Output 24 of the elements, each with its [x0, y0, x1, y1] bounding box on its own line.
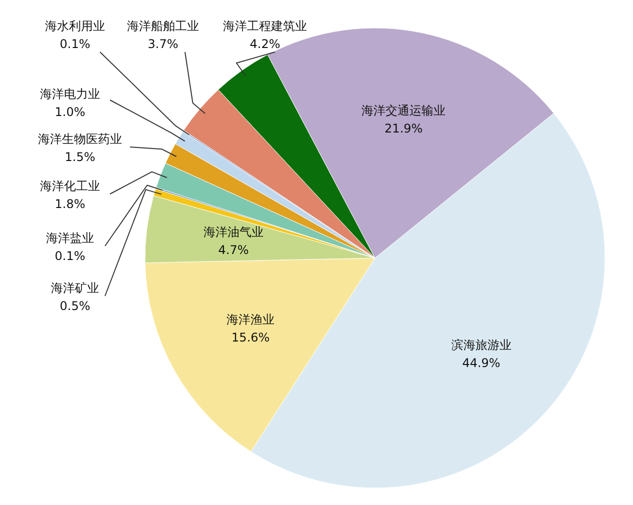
slice-label: 海洋电力业	[40, 87, 100, 101]
data-label: 4.7%	[218, 242, 249, 257]
slice-label: 海洋交通运输业	[362, 103, 446, 118]
data-label: 0.5%	[60, 299, 90, 313]
slice-label: 海洋渔业	[226, 312, 275, 327]
data-label: 21.9%	[384, 121, 423, 136]
slice-label: 海洋油气业	[204, 224, 264, 239]
data-label: 1.0%	[54, 105, 86, 119]
data-label: 0.1%	[60, 37, 90, 51]
data-label: 4.2%	[250, 37, 280, 51]
slice-label: 海水利用业	[45, 19, 105, 33]
slice-label: 海洋化工业	[40, 179, 100, 193]
slice-label: 海洋工程建筑业	[223, 19, 307, 33]
data-label: 3.7%	[148, 37, 178, 51]
data-label: 1.5%	[64, 150, 96, 164]
data-label: 44.9%	[462, 356, 500, 370]
slice-label: 滨海旅游业	[451, 338, 512, 352]
slice-label: 海洋矿业	[51, 281, 99, 295]
data-label: 15.6%	[232, 330, 270, 345]
slice-label: 海洋船舶工业	[127, 19, 199, 33]
data-label: 0.1%	[54, 249, 86, 263]
slice-label: 海洋生物医药业	[38, 132, 122, 146]
slice-label: 海洋盐业	[46, 231, 94, 245]
data-label: 1.8%	[54, 197, 86, 211]
